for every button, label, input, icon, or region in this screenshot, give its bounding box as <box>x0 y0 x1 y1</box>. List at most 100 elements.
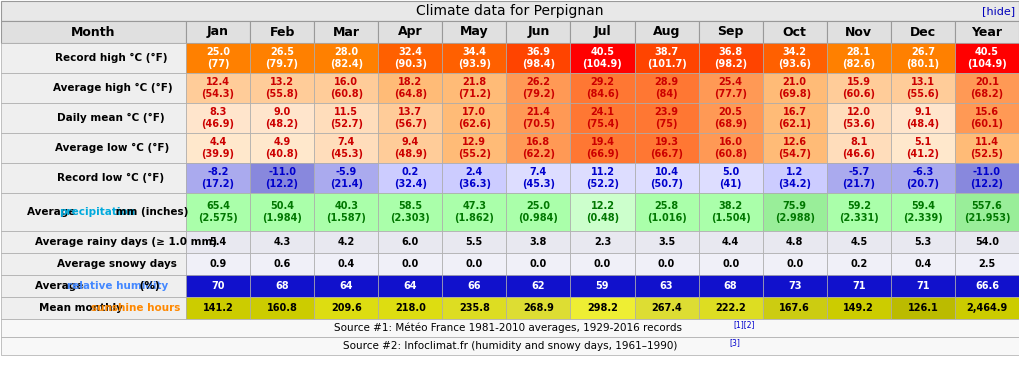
Text: 16.0
(60.8): 16.0 (60.8) <box>329 77 363 99</box>
Bar <box>378 253 442 275</box>
Text: (%): (%) <box>136 281 160 291</box>
Bar <box>1 275 185 297</box>
Bar <box>634 231 698 253</box>
Bar <box>1 193 185 231</box>
Text: 58.5
(2.303): 58.5 (2.303) <box>390 201 430 223</box>
Bar <box>378 193 442 231</box>
Text: 36.8
(98.2): 36.8 (98.2) <box>713 47 747 69</box>
Bar <box>314 193 378 231</box>
Bar <box>570 297 634 319</box>
Text: 10.4
(50.7): 10.4 (50.7) <box>649 167 683 189</box>
Text: Record low °C (°F): Record low °C (°F) <box>57 173 164 183</box>
Bar <box>505 193 570 231</box>
Bar <box>314 103 378 133</box>
Bar <box>890 297 954 319</box>
Text: 222.2: 222.2 <box>714 303 745 313</box>
Bar <box>890 21 954 43</box>
Bar <box>634 253 698 275</box>
Text: 557.6
(21.953): 557.6 (21.953) <box>963 201 1009 223</box>
Bar <box>698 73 762 103</box>
Text: 0.0: 0.0 <box>786 259 803 269</box>
Bar <box>1 21 185 43</box>
Bar <box>570 103 634 133</box>
Text: 2.4
(36.3): 2.4 (36.3) <box>458 167 490 189</box>
Bar <box>826 231 890 253</box>
Text: 70: 70 <box>211 281 224 291</box>
Bar <box>698 193 762 231</box>
Bar <box>634 193 698 231</box>
Bar <box>185 275 250 297</box>
Text: 26.2
(79.2): 26.2 (79.2) <box>522 77 554 99</box>
Text: 47.3
(1.862): 47.3 (1.862) <box>453 201 494 223</box>
Bar <box>890 73 954 103</box>
Text: Nov: Nov <box>845 25 871 38</box>
Text: sunshine hours: sunshine hours <box>92 303 180 313</box>
Bar <box>762 163 826 193</box>
Bar <box>250 193 314 231</box>
Bar <box>826 73 890 103</box>
Text: 167.6: 167.6 <box>779 303 809 313</box>
Bar <box>1 297 185 319</box>
Bar <box>442 297 505 319</box>
Bar <box>314 231 378 253</box>
Text: 64: 64 <box>404 281 417 291</box>
Bar <box>505 133 570 163</box>
Text: 13.1
(55.6): 13.1 (55.6) <box>906 77 938 99</box>
Bar <box>698 253 762 275</box>
Text: Oct: Oct <box>782 25 806 38</box>
Bar <box>442 163 505 193</box>
Bar <box>698 103 762 133</box>
Bar <box>954 193 1018 231</box>
Bar <box>698 163 762 193</box>
Bar <box>890 193 954 231</box>
Text: 62: 62 <box>531 281 544 291</box>
Text: 235.8: 235.8 <box>459 303 489 313</box>
Bar <box>634 297 698 319</box>
Text: Average high °C (°F): Average high °C (°F) <box>53 83 172 93</box>
Bar <box>378 133 442 163</box>
Bar <box>826 193 890 231</box>
Text: 25.0
(77): 25.0 (77) <box>206 47 230 69</box>
Text: -11.0
(12.2): -11.0 (12.2) <box>265 167 299 189</box>
Text: 25.8
(1.016): 25.8 (1.016) <box>646 201 686 223</box>
Bar <box>890 103 954 133</box>
Text: 16.0
(60.8): 16.0 (60.8) <box>713 137 747 159</box>
Bar <box>570 43 634 73</box>
Bar <box>185 133 250 163</box>
Bar <box>185 163 250 193</box>
Bar <box>826 133 890 163</box>
Text: Average: Average <box>35 281 87 291</box>
Text: 59: 59 <box>595 281 608 291</box>
Text: Source #2: Infoclimat.fr (humidity and snowy days, 1961–1990): Source #2: Infoclimat.fr (humidity and s… <box>342 341 677 351</box>
Bar <box>826 43 890 73</box>
Text: [3]: [3] <box>729 339 740 348</box>
Text: 28.0
(82.4): 28.0 (82.4) <box>329 47 363 69</box>
Bar <box>762 73 826 103</box>
Text: 32.4
(90.3): 32.4 (90.3) <box>393 47 426 69</box>
Bar <box>1 133 185 163</box>
Text: 38.2
(1.504): 38.2 (1.504) <box>710 201 750 223</box>
Text: 0.2
(32.4): 0.2 (32.4) <box>393 167 426 189</box>
Bar <box>826 103 890 133</box>
Text: 0.0: 0.0 <box>721 259 739 269</box>
Bar <box>826 275 890 297</box>
Text: 20.5
(68.9): 20.5 (68.9) <box>713 107 747 129</box>
Bar <box>185 231 250 253</box>
Bar <box>378 297 442 319</box>
Text: 12.6
(54.7): 12.6 (54.7) <box>777 137 810 159</box>
Bar <box>890 253 954 275</box>
Text: 73: 73 <box>788 281 801 291</box>
Bar <box>378 21 442 43</box>
Bar <box>698 43 762 73</box>
Text: -5.9
(21.4): -5.9 (21.4) <box>329 167 363 189</box>
Bar <box>762 297 826 319</box>
Bar <box>762 103 826 133</box>
Text: 34.4
(93.9): 34.4 (93.9) <box>458 47 490 69</box>
Bar <box>762 253 826 275</box>
Text: -8.2
(17.2): -8.2 (17.2) <box>202 167 234 189</box>
Bar <box>570 73 634 103</box>
Text: 4.9
(40.8): 4.9 (40.8) <box>265 137 299 159</box>
Bar <box>505 253 570 275</box>
Bar <box>954 43 1018 73</box>
Bar <box>954 73 1018 103</box>
